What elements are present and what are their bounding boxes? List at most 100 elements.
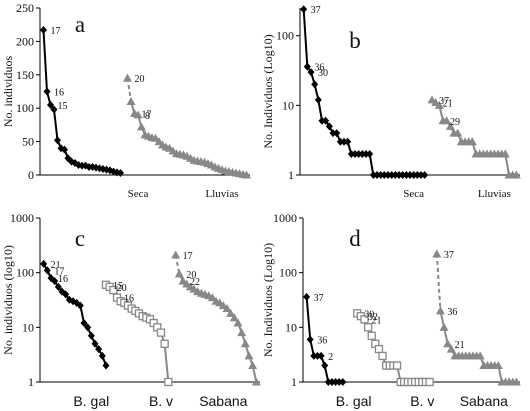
y-tick-label: 250 [16,1,34,15]
x-category-label: Seca [128,188,149,200]
series-line-dashed [126,77,132,102]
x-category-label: Lluvias [206,188,239,200]
data-point [442,116,452,125]
data-point [54,282,62,291]
data-point [317,351,325,360]
data-point [377,171,385,179]
y-tick-label: 10 [285,320,297,334]
series-0: 37 362 [303,292,347,386]
y-tick-label: 10 [22,320,34,334]
data-label: 32 [368,312,378,323]
data-point [242,170,251,179]
data-point [335,378,343,386]
data-point [306,335,314,344]
data-point [80,319,88,328]
data-point [164,377,173,387]
y-tick-labels: 0 50 100 150 200 250 [16,1,40,182]
series-line-dashed [435,253,442,311]
data-point [313,351,321,360]
data-point [174,269,184,278]
data-label: 17 [142,110,152,121]
y-tick-label: 0 [28,168,34,182]
data-point [61,145,68,154]
y-axis-label: No. Individuos (Log10) [261,243,275,357]
data-point [443,339,453,348]
data-point [222,304,232,313]
data-point [321,361,329,370]
data-point [84,323,92,332]
data-point [369,171,377,179]
data-point [336,137,344,146]
y-axis-label: No. Individuos (Log10) [261,34,275,148]
data-label: 20 [135,74,145,85]
x-category-labels: B. gal B. v Sabana [73,393,247,409]
x-category-label: B. v [149,393,173,409]
series-line [435,101,517,176]
x-category-label: B. gal [336,393,372,409]
y-tick-label: 1 [291,375,297,389]
data-point [445,121,455,130]
data-point [467,137,477,146]
data-label: 21 [371,315,381,326]
y-tick-label: 1000 [10,211,34,225]
data-label: 21 [443,98,453,109]
data-point [333,129,341,138]
data-point [340,137,348,146]
y-tick-label: 10 [282,98,294,112]
data-label: 29 [450,117,460,128]
y-tick-label: 1 [28,375,34,389]
data-point [374,344,384,354]
data-point [87,331,95,340]
data-point [43,87,51,96]
data-point [432,249,442,258]
series-1: 20 178 [123,73,251,179]
data-point [413,171,421,179]
data-point [410,171,418,179]
data-point [40,26,47,35]
data-label: 22 [190,277,200,288]
data-label: 21 [455,340,465,351]
data-point [237,328,247,337]
data-label: 15 [113,281,123,292]
data-point [311,80,319,89]
data-point [95,345,103,354]
data-point [391,171,399,179]
data-point [133,110,143,119]
data-point [43,266,51,275]
data-point [123,73,132,82]
data-point [360,315,369,324]
y-tick-labels: 1 10 100 1000 [273,211,303,389]
data-point [358,150,366,159]
data-point [500,149,510,158]
data-point [493,361,503,370]
data-point [355,150,363,159]
x-category-labels: Seca Lluvias [403,188,511,200]
data-label: 37 [311,5,321,16]
data-point [367,331,376,340]
data-point [395,171,403,179]
y-tick-label: 200 [16,34,34,48]
data-point [362,150,370,159]
x-category-labels: Seca Lluvias [128,188,239,200]
data-point [102,361,110,370]
data-point [417,171,425,179]
data-point [475,351,485,360]
data-label: 15 [58,101,68,112]
data-label: 36 [314,63,324,74]
data-point [399,171,407,179]
series-0: 17 16 15 [40,26,124,177]
data-point [233,318,243,327]
data-point [453,128,463,137]
y-tick-labels: 1 10 100 [276,29,300,182]
data-point [240,339,250,348]
data-point [439,322,449,331]
data-point [421,171,429,179]
data-point [380,171,388,179]
x-category-label: Lluvias [478,188,511,200]
